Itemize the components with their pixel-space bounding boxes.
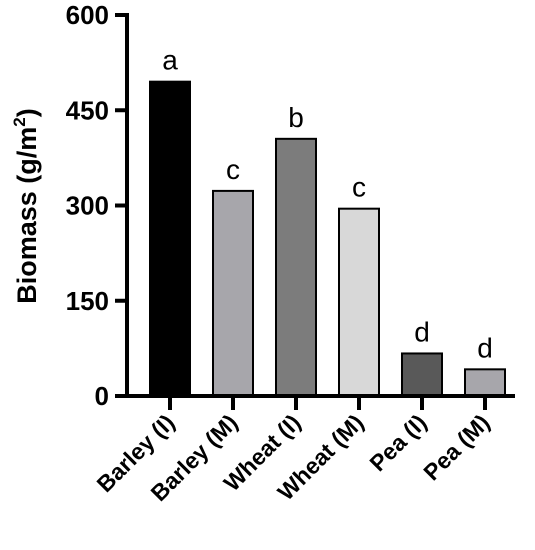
y-tick-label: 300 [66,191,109,221]
bar-barley-i [149,80,191,398]
y-tick-label: 600 [66,0,109,30]
significance-letter: c [352,172,366,203]
bar-pea-m [464,368,506,397]
y-axis-title: Biomass (g/m2) [10,108,42,304]
x-category-label: Pea (M) [418,409,494,485]
bar-barley-m [212,189,254,397]
y-tick-label: 150 [66,286,109,316]
bar-wheat-m [338,207,380,397]
bar-wheat-i [275,137,317,397]
significance-letter: d [477,332,493,363]
significance-letter: d [414,316,430,347]
y-tick-label: 0 [95,381,109,411]
y-axis-title-suffix: ) [12,108,42,117]
bar-pea-i [401,352,443,397]
y-tick-label: 450 [66,95,109,125]
significance-letter: b [288,102,304,133]
y-axis-title-text: Biomass (g/m [12,127,42,304]
significance-labels-group: a c b c d d [162,45,493,364]
significance-letter: c [226,154,240,185]
bars-group [149,80,506,398]
y-axis-title-superscript: 2 [10,117,29,126]
significance-letter: a [162,45,178,76]
y-ticks-group: 0 150 300 450 600 [66,0,127,411]
x-ticks-group: Barley (I)Barley (M)Wheat (I)Wheat (M)Pe… [92,396,495,506]
